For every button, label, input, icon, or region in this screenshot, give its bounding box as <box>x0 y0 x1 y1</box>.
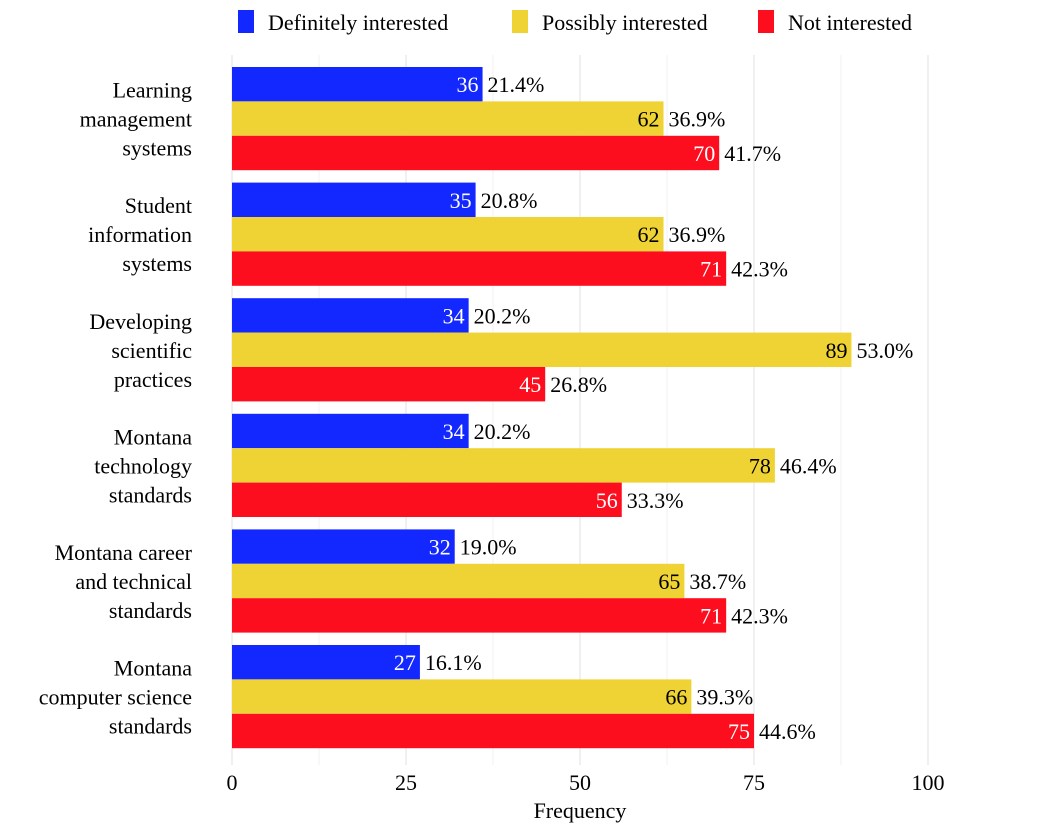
bar-value-label: 35 <box>450 188 472 213</box>
bar <box>232 251 727 286</box>
bar-value-label: 34 <box>443 303 465 328</box>
bar-percent-label: 46.4% <box>780 453 837 478</box>
bar-value-label: 78 <box>749 453 771 478</box>
bar <box>232 101 664 136</box>
bar-percent-label: 36.9% <box>669 222 726 247</box>
bar-percent-label: 21.4% <box>488 72 545 97</box>
bar-value-label: 75 <box>728 719 750 744</box>
category-label: Montana career and technical standards <box>55 540 193 623</box>
category-label-line: technology <box>94 453 192 478</box>
x-axis: Frequency 0 25 50 75 100 <box>227 770 945 823</box>
gridlines <box>231 55 929 765</box>
bar-percent-label: 26.8% <box>550 372 607 397</box>
x-tick-label: 50 <box>569 770 591 795</box>
category-label: Montana computer science standards <box>39 656 193 739</box>
category-label-line: Developing <box>89 309 192 334</box>
bar <box>232 332 852 367</box>
bar <box>232 713 754 749</box>
bar <box>232 135 720 171</box>
category-label-line: Montana <box>114 656 192 681</box>
bar-value-label: 56 <box>596 488 618 513</box>
category-label-line: Student <box>125 193 192 218</box>
bar <box>232 367 546 402</box>
bar-percent-label: 20.8% <box>481 188 538 213</box>
category-label-line: scientific <box>111 338 192 363</box>
category-label-line: Montana career <box>55 540 193 565</box>
bar-percent-label: 33.3% <box>627 488 684 513</box>
category-label: Student information systems <box>88 193 192 276</box>
category-labels: Learning management systems Student informat… <box>39 78 193 739</box>
category-label-line: systems <box>122 251 192 276</box>
category-label-line: Montana <box>114 424 192 449</box>
legend-label: Not interested <box>788 10 912 35</box>
bar <box>232 563 685 599</box>
x-tick-label: 0 <box>227 770 238 795</box>
bar <box>232 679 692 714</box>
bar-percent-label: 39.3% <box>696 685 753 710</box>
bar-percent-label: 42.3% <box>731 603 788 628</box>
category-label-line: practices <box>114 367 192 392</box>
category-label: Montana technology standards <box>94 424 192 507</box>
bar-value-label: 70 <box>693 141 715 166</box>
bar <box>232 482 622 517</box>
x-tick-label: 25 <box>395 770 417 795</box>
legend-swatch <box>758 10 774 33</box>
bars <box>232 67 852 749</box>
category-label-line: standards <box>109 598 192 623</box>
bar <box>232 645 420 680</box>
bar-value-label: 45 <box>519 372 541 397</box>
bar-labels: 36 21.4% 62 36.9% 70 41.7% 35 20.8% 62 36.9% 71 42.… <box>394 72 913 744</box>
category-label-line: standards <box>109 714 192 739</box>
category-label-line: computer science <box>39 685 192 710</box>
bar-value-label: 71 <box>700 603 722 628</box>
legend-label: Possibly interested <box>542 10 708 35</box>
bar-value-label: 89 <box>825 338 847 363</box>
x-tick-label: 75 <box>743 770 765 795</box>
category-label-line: systems <box>122 136 192 161</box>
bar-value-label: 66 <box>665 685 687 710</box>
category-label-line: and technical <box>75 569 192 594</box>
bar-percent-label: 20.2% <box>474 303 531 328</box>
bar-percent-label: 53.0% <box>856 338 913 363</box>
category-label-line: Learning <box>113 78 192 103</box>
category-label-line: standards <box>109 482 192 507</box>
bar <box>232 217 664 252</box>
category-label-line: information <box>88 222 192 247</box>
bar <box>232 529 455 564</box>
bar-percent-label: 42.3% <box>731 257 788 282</box>
legend-swatch <box>512 10 528 33</box>
legend-swatch <box>238 10 254 33</box>
bar <box>232 413 469 449</box>
category-label-line: management <box>80 107 192 132</box>
bar-value-label: 62 <box>638 107 660 132</box>
bar <box>232 448 775 483</box>
bar-percent-label: 20.2% <box>474 419 531 444</box>
bar <box>232 182 476 217</box>
category-label: Learning management systems <box>80 78 192 161</box>
bar-value-label: 34 <box>443 419 465 444</box>
bar-value-label: 36 <box>457 72 479 97</box>
bar-value-label: 27 <box>394 650 416 675</box>
bar <box>232 67 483 102</box>
bar-value-label: 32 <box>429 535 451 560</box>
legend-label: Definitely interested <box>268 10 448 35</box>
bar-percent-label: 36.9% <box>669 107 726 132</box>
bar-value-label: 65 <box>658 569 680 594</box>
bar-percent-label: 41.7% <box>724 141 781 166</box>
bar-percent-label: 44.6% <box>759 719 816 744</box>
bar-percent-label: 16.1% <box>425 650 482 675</box>
bar-value-label: 71 <box>700 257 722 282</box>
x-tick-label: 100 <box>912 770 945 795</box>
bar-value-label: 62 <box>638 222 660 247</box>
legend: Definitely interested Possibly interested… <box>238 10 912 35</box>
bar <box>232 298 469 333</box>
bar <box>232 598 727 633</box>
bar-percent-label: 38.7% <box>689 569 746 594</box>
category-label: Developing scientific practices <box>89 309 192 392</box>
x-axis-title: Frequency <box>534 798 627 823</box>
bar-percent-label: 19.0% <box>460 535 517 560</box>
